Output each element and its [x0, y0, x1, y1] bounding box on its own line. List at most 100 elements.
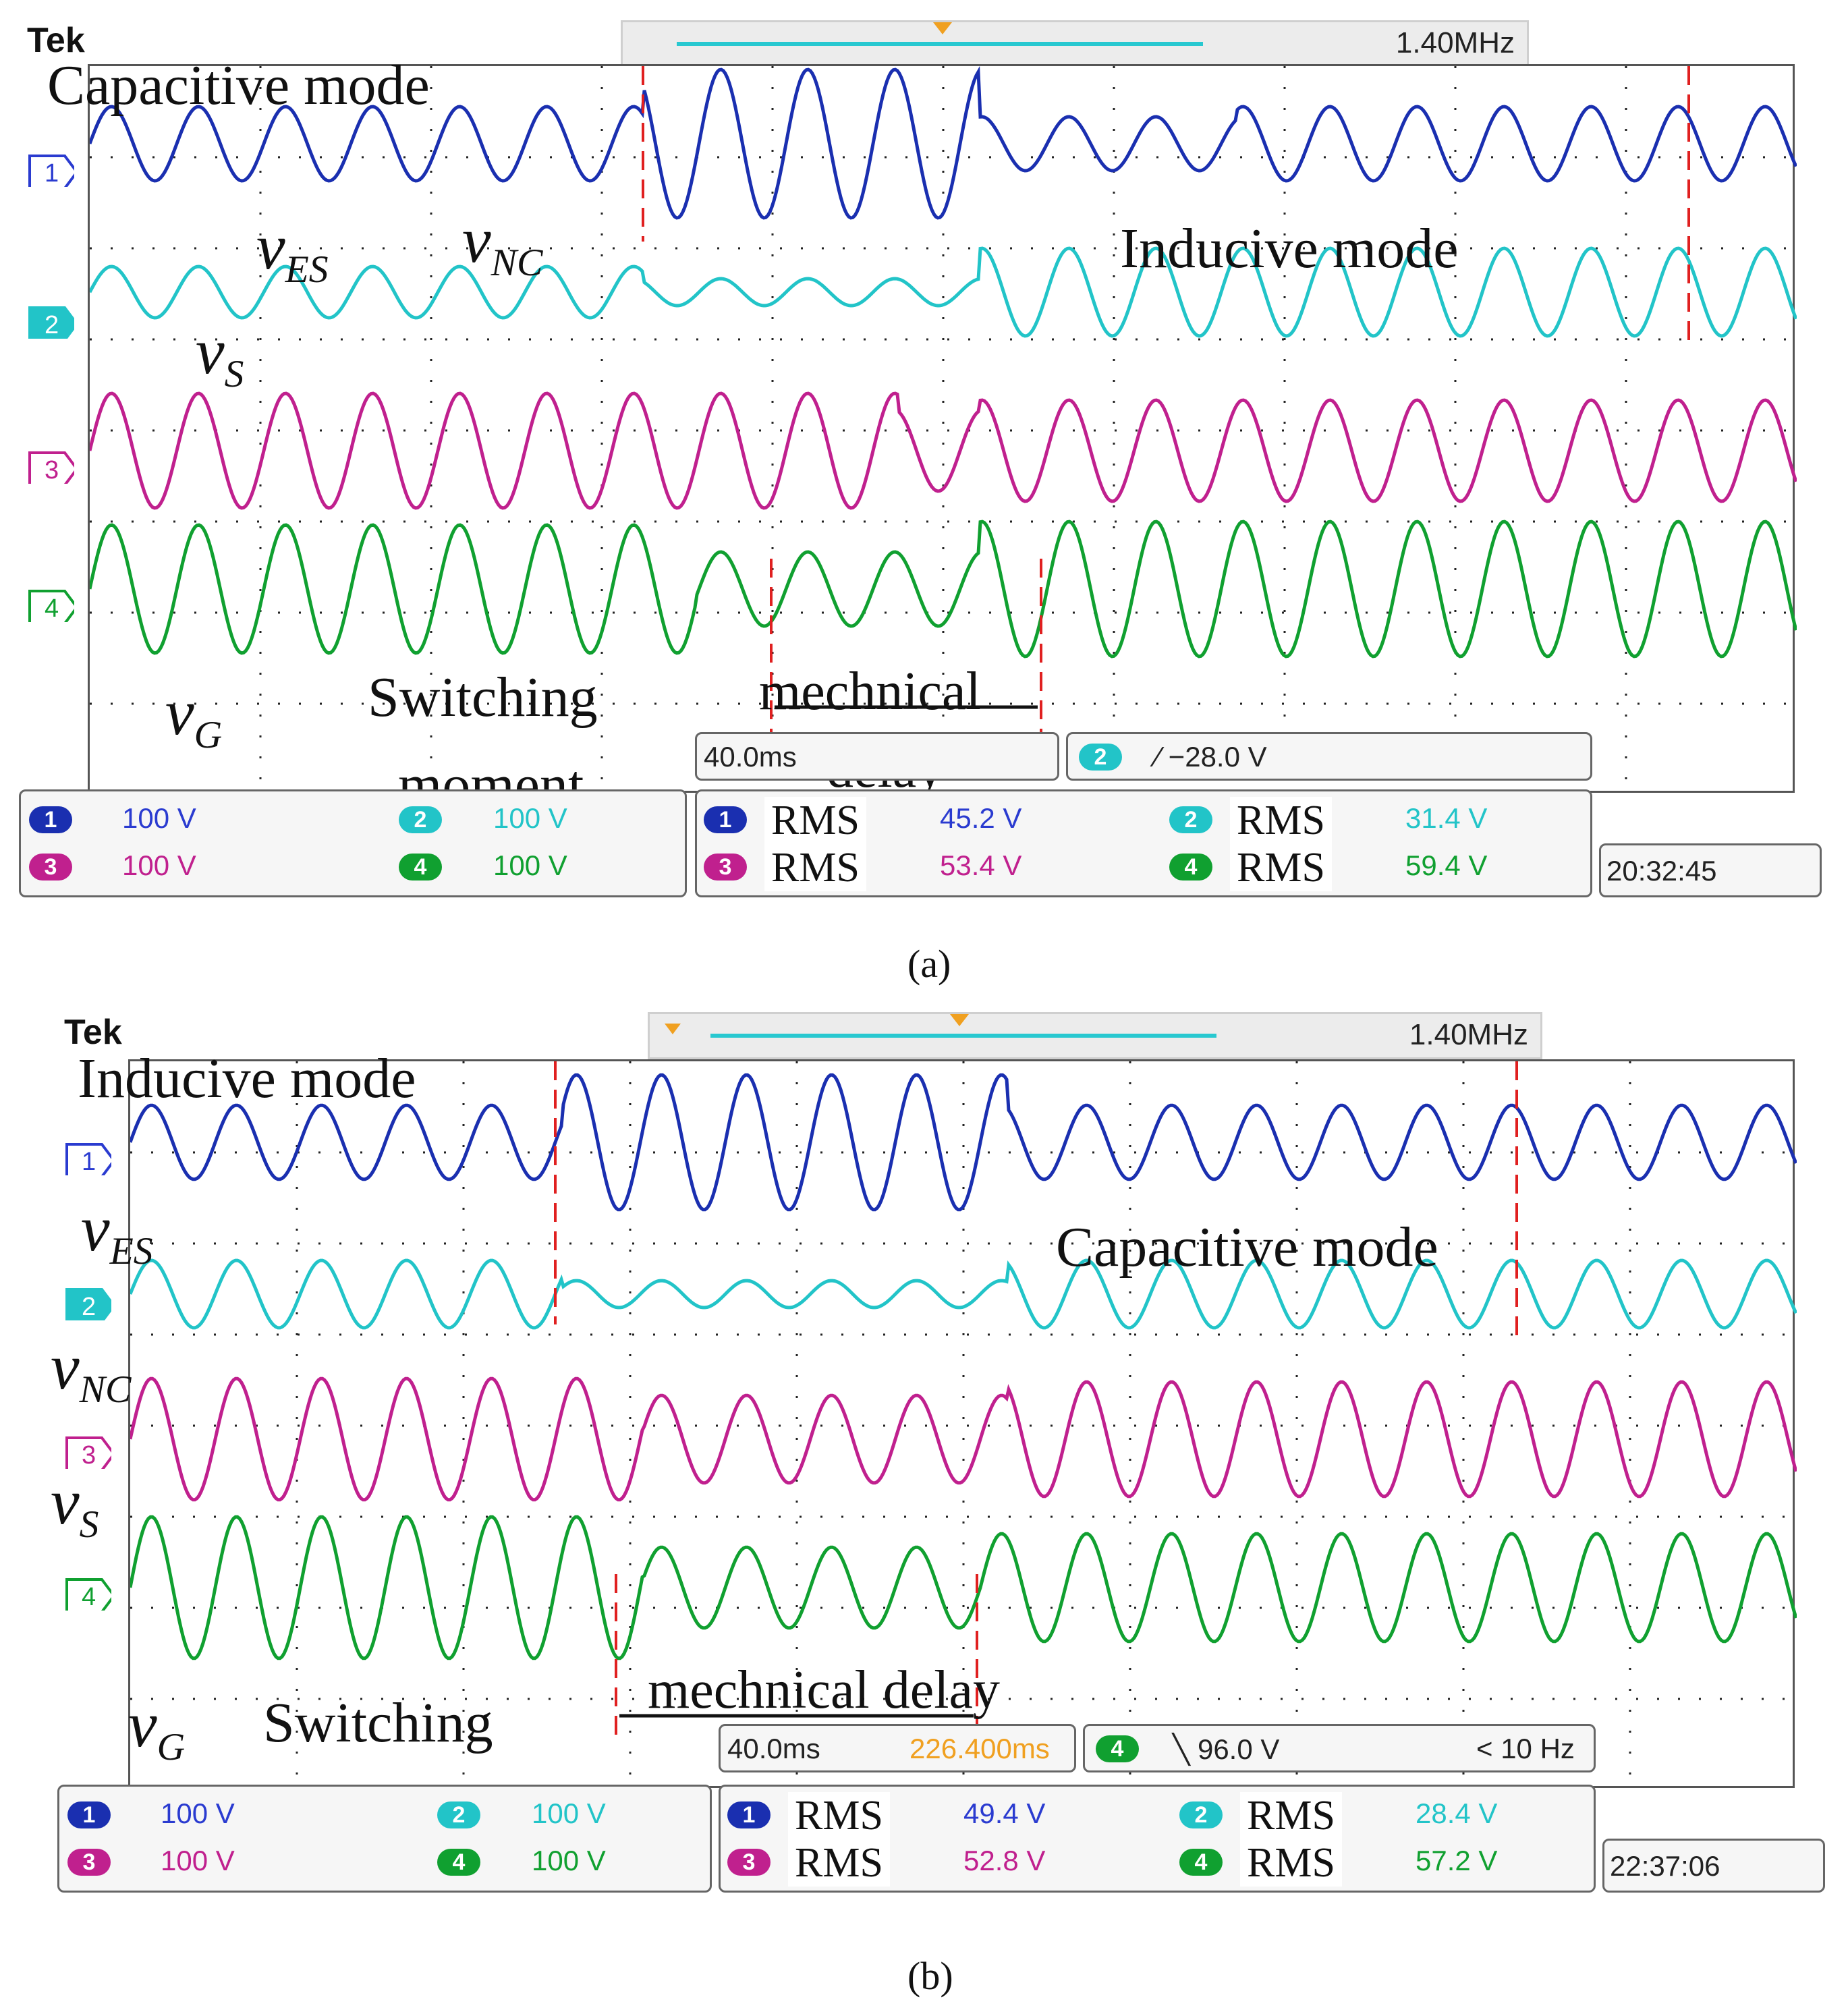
svg-text:1: 1: [82, 1148, 96, 1175]
scale-ch3-badge: 3: [67, 1849, 111, 1876]
graticule-grid: [130, 1061, 1797, 1790]
scale-ch1-badge: 1: [29, 806, 72, 833]
svg-text:2: 2: [45, 311, 59, 339]
trace-v-es: [130, 1073, 1797, 1212]
cursor-delta-value: 226.400ms: [909, 1733, 1050, 1764]
scale-ch2-value: 100 V: [493, 802, 567, 834]
meas-ch2-badge: 2: [1179, 1801, 1223, 1828]
graticule-a: [88, 64, 1797, 795]
trace-v-es: [90, 66, 1797, 220]
trigger-frequency-readout: < 10 Hz: [1476, 1733, 1575, 1764]
meas-ch2-value: 31.4 V: [1405, 802, 1488, 834]
scale-ch3-badge: 3: [29, 854, 72, 881]
label-v-nc: vNC: [51, 1331, 132, 1412]
scale-ch2-value: 100 V: [532, 1797, 606, 1829]
svg-text:4: 4: [45, 594, 59, 622]
clock-value: 20:32:45: [1606, 855, 1717, 887]
scale-ch1-value: 100 V: [122, 802, 196, 834]
meas-ch2-label: RMS: [1230, 797, 1332, 844]
label-v-nc: vNC: [462, 204, 543, 285]
scale-ch4-value: 100 V: [532, 1845, 606, 1876]
scale-ch4-value: 100 V: [493, 849, 567, 881]
delay-label-1: mechnical: [759, 662, 981, 721]
svg-text:2: 2: [82, 1293, 96, 1320]
timebase-box: 40.0ms 226.400ms: [719, 1724, 1076, 1772]
meas-ch4-label: RMS: [1230, 844, 1332, 891]
scale-box: 1 100 V 2 100 V 3 100 V 4 100 V: [19, 789, 687, 897]
mode-start-label: Inducive mode: [78, 1047, 416, 1110]
label-v-g: vG: [165, 676, 223, 757]
mode-end-label: Capacitive mode: [1056, 1216, 1438, 1279]
trigger-frequency: 1.40MHz: [1395, 26, 1515, 59]
clock-box: 22:37:06: [1602, 1839, 1825, 1893]
meas-ch4-label: RMS: [1240, 1839, 1342, 1887]
channel-1-marker: 1: [28, 155, 74, 187]
trigger-box: 2 ∕ −28.0 V: [1066, 732, 1592, 781]
meas-ch3-value: 52.8 V: [963, 1845, 1046, 1876]
meas-ch2-value: 28.4 V: [1416, 1797, 1498, 1829]
scale-ch1-badge: 1: [67, 1801, 111, 1828]
meas-ch1-badge: 1: [727, 1801, 771, 1828]
meas-ch3-badge: 3: [704, 854, 747, 881]
label-v-es: vES: [256, 211, 329, 291]
trigger-channel-badge: 2: [1079, 744, 1122, 771]
mode-start-label: Capacitive mode: [47, 54, 430, 117]
svg-text:3: 3: [45, 456, 59, 484]
delay-label: mechnical delay: [648, 1660, 1000, 1720]
measurement-box: 1 RMS 49.4 V 2 RMS 28.4 V 3 RMS 52.8 V 4…: [719, 1785, 1596, 1893]
measurement-box: 1 RMS 45.2 V 2 RMS 31.4 V 3 RMS 53.4 V 4…: [695, 789, 1592, 897]
svg-text:3: 3: [82, 1441, 96, 1469]
label-v-g: vG: [128, 1688, 186, 1769]
clock-value: 22:37:06: [1610, 1850, 1720, 1882]
caption-b: (b): [907, 1954, 953, 1998]
trace-v-nc: [130, 1258, 1797, 1330]
channel-4-marker: 4: [65, 1578, 111, 1611]
meas-ch1-badge: 1: [704, 806, 747, 833]
timebase-value: 40.0ms: [727, 1733, 820, 1764]
switching-label-1: Switching: [263, 1692, 493, 1754]
scale-ch3-value: 100 V: [122, 849, 196, 881]
scale-box: 1 100 V 2 100 V 3 100 V 4 100 V: [57, 1785, 712, 1893]
scale-ch4-badge: 4: [437, 1849, 480, 1876]
trigger-position-bar: 1.40MHz: [648, 1012, 1542, 1059]
waveform-plot-a: [90, 66, 1797, 795]
clock-box: 20:32:45: [1599, 843, 1822, 897]
scale-ch2-badge: 2: [437, 1801, 480, 1828]
scale-ch2-badge: 2: [399, 806, 442, 833]
meas-ch4-badge: 4: [1179, 1849, 1223, 1876]
waveform-plot-b: [130, 1061, 1797, 1790]
trigger-box: 4 ╲ 96.0 V < 10 Hz: [1083, 1724, 1596, 1772]
panel-b: Tek 1.40MHz 1 2 3 4 Inducive mode Capaci…: [0, 999, 1848, 1998]
panel-a: Tek 1.40MHz 1 2 3 4 Capacitive mode Indu…: [0, 0, 1848, 986]
meas-ch3-label: RMS: [788, 1839, 890, 1887]
label-v-es: vES: [81, 1192, 153, 1273]
switching-label-1: Switching: [368, 666, 598, 729]
label-v-s: vS: [51, 1465, 99, 1546]
caption-a: (a): [907, 942, 951, 986]
meas-ch1-value: 45.2 V: [940, 802, 1022, 834]
trigger-frequency: 1.40MHz: [1409, 1018, 1528, 1051]
trigger-position-bar: 1.40MHz: [621, 20, 1529, 67]
svg-text:1: 1: [45, 159, 59, 187]
channel-1-marker: 1: [65, 1143, 111, 1175]
meas-ch2-badge: 2: [1169, 806, 1212, 833]
meas-ch1-label: RMS: [788, 1792, 890, 1839]
label-v-s: vS: [196, 315, 244, 396]
meas-ch1-label: RMS: [764, 797, 866, 844]
scale-ch3-value: 100 V: [161, 1845, 235, 1876]
scale-ch4-badge: 4: [399, 854, 442, 881]
timebase-value: 40.0ms: [704, 741, 797, 773]
meas-ch3-badge: 3: [727, 1849, 771, 1876]
meas-ch1-value: 49.4 V: [963, 1797, 1046, 1829]
trigger-channel-badge: 4: [1096, 1735, 1139, 1762]
meas-ch4-badge: 4: [1169, 854, 1212, 881]
svg-text:4: 4: [82, 1583, 96, 1611]
meas-ch4-value: 59.4 V: [1405, 849, 1488, 881]
timebase-box: 40.0ms: [695, 732, 1059, 781]
meas-ch2-label: RMS: [1240, 1792, 1342, 1839]
mode-end-label: Inducive mode: [1120, 217, 1459, 280]
meas-ch3-label: RMS: [764, 844, 866, 891]
meas-ch4-value: 57.2 V: [1416, 1845, 1498, 1876]
meas-ch3-value: 53.4 V: [940, 849, 1022, 881]
channel-4-marker: 4: [28, 590, 74, 622]
